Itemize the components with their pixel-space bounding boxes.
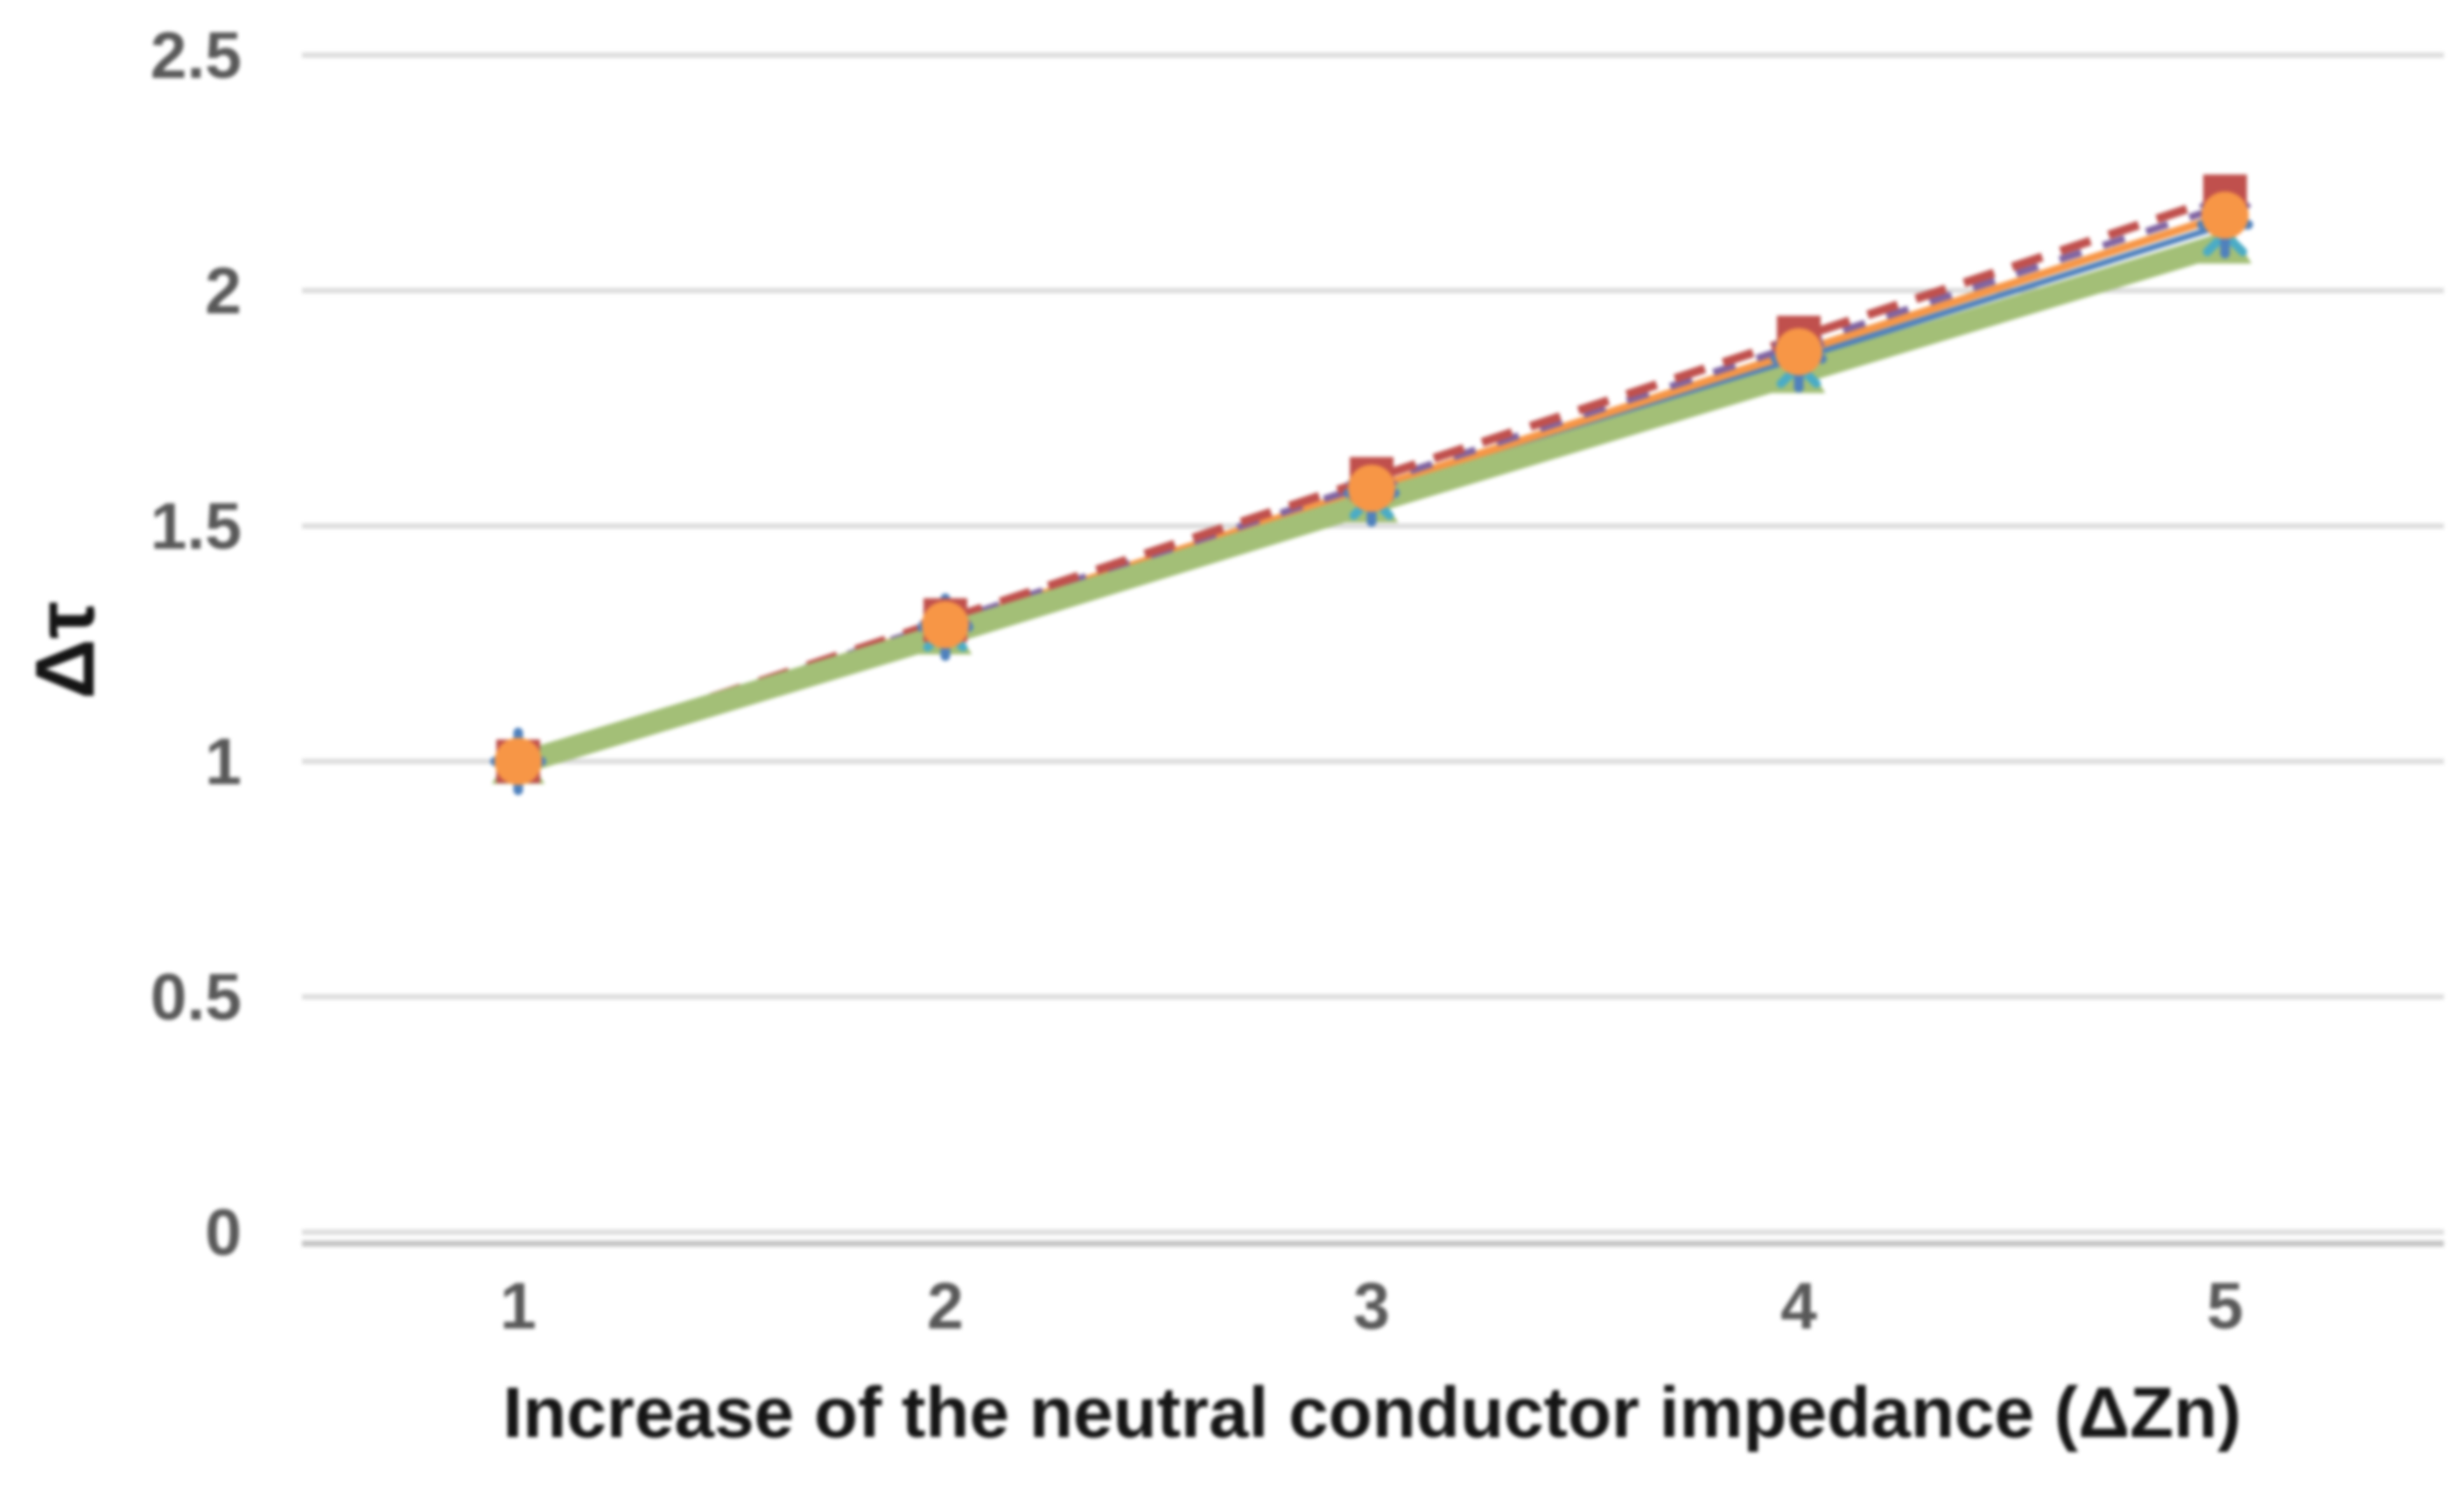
series-marker-s3-orange: [1775, 327, 1822, 375]
x-tick-label: 1: [500, 1269, 537, 1342]
series-marker-s3-orange: [1348, 464, 1395, 512]
x-tick-label: 5: [2207, 1269, 2243, 1342]
y-tick-label: 1.5: [151, 489, 242, 563]
series-line-s5-red: [516, 192, 2227, 766]
x-axis-title: Increase of the neutral conductor impeda…: [502, 1373, 2242, 1453]
y-tick-label: 1: [205, 725, 242, 798]
x-tick-label: 3: [1353, 1269, 1390, 1342]
series-marker-s3-orange: [495, 738, 542, 785]
y-tick-label: 2: [205, 254, 242, 327]
y-tick-label: 0.5: [151, 960, 242, 1034]
x-tick-label: 4: [1780, 1269, 1817, 1342]
y-tick-label: 0: [205, 1195, 242, 1269]
series-marker-s3-orange: [2201, 191, 2249, 239]
x-tick-label: 2: [927, 1269, 964, 1342]
y-tick-label: 2.5: [151, 18, 242, 92]
y-axis-title: Δτ: [18, 601, 112, 699]
series-marker-s3-orange: [922, 600, 969, 648]
